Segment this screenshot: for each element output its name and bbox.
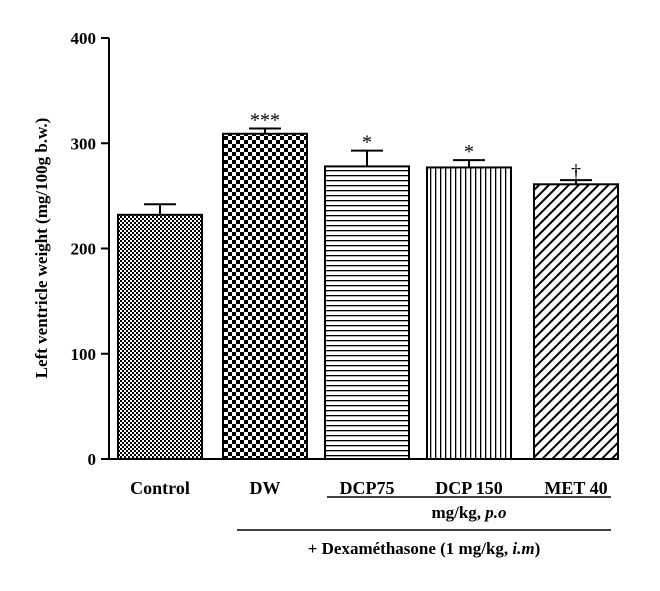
bars-group: **** *†: [117, 110, 619, 461]
significance-marker: ***: [250, 110, 280, 132]
bar-dcp75: [324, 165, 410, 460]
significance-marker: *: [362, 132, 372, 154]
bar-control: [117, 213, 203, 460]
x-tick-label: DW: [250, 478, 281, 498]
bar-met-40: [533, 183, 619, 461]
x-tick-label: DCP 150: [435, 478, 503, 498]
y-tick-label: 400: [71, 29, 97, 48]
x-tick-labels: Control DW DCP75 DCP 150 MET 40: [130, 478, 607, 498]
y-tick-label: 0: [88, 450, 97, 469]
bar-dw: [222, 132, 308, 460]
y-tick-label: 100: [71, 345, 97, 364]
significance-marker: *: [464, 141, 474, 163]
dose-group-label: mg/kg, p.o: [431, 503, 506, 522]
y-ticks: 0 100 200 300 400: [71, 29, 109, 469]
y-tick-label: 300: [71, 134, 97, 153]
x-tick-label: Control: [130, 478, 190, 498]
y-axis: 0 100 200 300 400: [71, 29, 110, 469]
x-tick-label: DCP75: [340, 478, 395, 498]
y-tick-label: 200: [71, 240, 97, 259]
x-tick-label: MET 40: [544, 478, 607, 498]
y-axis-label: Left ventricle weight (mg/100g b.w.): [32, 118, 51, 379]
treatment-group-label: + Dexaméthasone (1 mg/kg, i.m): [308, 539, 541, 558]
bar-dcp-150: [426, 166, 512, 461]
significance-marker: †: [571, 161, 581, 183]
